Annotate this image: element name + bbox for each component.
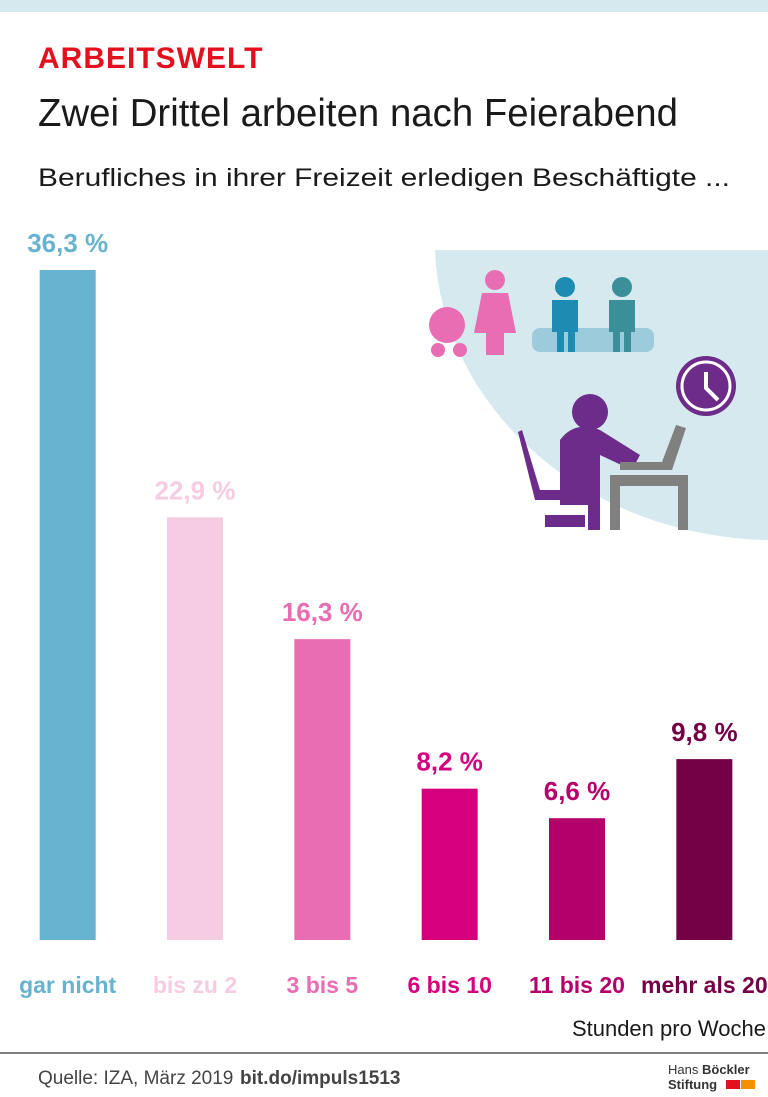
value-label: 8,2 % [416, 747, 483, 777]
chart-subtitle: Berufliches in ihrer Freizeit erledigen … [38, 164, 730, 192]
x-tick-label: mehr als 20 [641, 972, 768, 998]
kicker: ARBEITSWELT [38, 42, 263, 75]
x-tick-label: gar nicht [19, 972, 116, 998]
logo-text: Böckler [702, 1062, 750, 1077]
bar [294, 639, 351, 940]
value-label: 16,3 % [282, 597, 363, 627]
chart-title: Zwei Drittel arbeiten nach Feierabend [38, 92, 678, 135]
logo-mark [741, 1080, 755, 1089]
x-tick-label: 3 bis 5 [287, 972, 359, 998]
logo-text: Stiftung [668, 1077, 717, 1092]
bar [549, 818, 605, 940]
source: Quelle: IZA, März 2019 [38, 1068, 233, 1089]
logo-mark [726, 1080, 740, 1089]
value-label: 9,8 % [671, 717, 738, 747]
x-tick-label: 6 bis 10 [407, 972, 491, 998]
x-tick-label: bis zu 2 [153, 972, 237, 998]
bar [167, 517, 223, 940]
top-strip [0, 0, 768, 12]
value-label: 36,3 % [27, 228, 108, 258]
illustration [429, 250, 768, 540]
value-label: 22,9 % [155, 475, 236, 505]
x-axis-label: Stunden pro Woche [572, 1016, 766, 1041]
x-tick-label: 11 bis 20 [529, 972, 625, 998]
bar [421, 788, 478, 940]
bar [676, 759, 733, 940]
logo-text: Hans [668, 1062, 699, 1077]
value-label: 6,6 % [544, 776, 611, 806]
link: bit.do/impuls1513 [240, 1068, 400, 1089]
bar [39, 270, 96, 940]
